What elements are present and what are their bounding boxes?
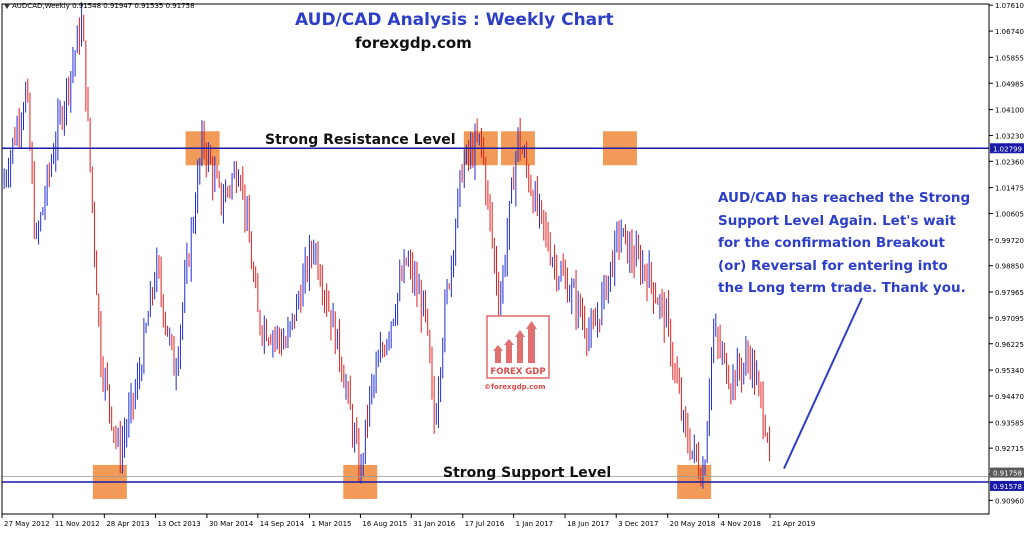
pointer-arrow	[783, 297, 863, 470]
note-line: AUD/CAD has reached the Strong	[718, 190, 971, 206]
y-tick-label: 1.00605	[995, 211, 1024, 219]
x-tick-label: 16 Aug 2015	[362, 520, 407, 528]
resistance-label: Strong Resistance Level	[265, 132, 456, 148]
x-tick-label: 13 Oct 2013	[157, 520, 200, 528]
x-tick-label: 11 Nov 2012	[55, 520, 100, 528]
x-tick-label: 21 Apr 2019	[772, 520, 815, 528]
y-tick-label: 0.94470	[995, 393, 1024, 401]
y-tick-label: 1.03230	[995, 132, 1024, 140]
symbol-info: AUDCAD,Weekly 0.91548 0.91947 0.91535 0.…	[4, 2, 195, 10]
pointer-line	[783, 297, 863, 470]
current-price-tag	[990, 467, 1024, 478]
level-lines	[2, 147, 989, 483]
x-tick-label: 1 Mar 2015	[312, 520, 352, 528]
analysis-note: AUD/CAD has reached the Strong Support L…	[718, 187, 986, 300]
y-tick-label: 1.04985	[995, 80, 1024, 88]
y-tick-label: 0.98850	[995, 263, 1024, 271]
y-tick-label: 0.93585	[995, 419, 1024, 427]
x-tick-label: 17 Jul 2016	[465, 520, 505, 528]
y-tick-label: 1.07610	[995, 2, 1024, 10]
current-price-tag-text: 0.91758	[993, 470, 1022, 478]
candles	[3, 2, 771, 489]
highlight-zones	[92, 131, 712, 499]
logo-name: FOREX GDP	[490, 367, 545, 377]
note-line: for the confirmation Breakout	[718, 235, 945, 251]
x-tick-label: 14 Sep 2014	[260, 520, 305, 528]
chart-subtitle: forexgdp.com	[355, 34, 472, 52]
dropdown-triangle-icon	[4, 3, 10, 9]
y-tick-label: 0.96225	[995, 341, 1024, 349]
support-label: Strong Support Level	[443, 465, 612, 481]
y-tick-label: 1.05855	[995, 54, 1024, 62]
x-tick-label: 4 Nov 2018	[721, 520, 761, 528]
x-tick-label: 3 Dec 2017	[618, 520, 658, 528]
note-line: Support Level Again. Let's wait	[718, 212, 956, 229]
y-tick-label: 0.90960	[995, 497, 1024, 505]
y-tick-label: 1.06740	[995, 28, 1024, 36]
y-tick-label: 1.04100	[995, 107, 1024, 115]
chart-title: AUD/CAD Analysis : Weekly Chart	[295, 10, 614, 30]
note-line: (or) Reversal for entering into	[718, 257, 948, 274]
support-price-tag	[990, 480, 1024, 491]
symbol-info-text: AUDCAD,Weekly 0.91548 0.91947 0.91535 0.…	[12, 2, 195, 10]
x-tick-label: 20 May 2018	[670, 520, 716, 528]
y-tick-label: 0.97095	[995, 315, 1024, 323]
support-price-tag-text: 0.91578	[993, 483, 1022, 491]
logo-caption: ©forexgdp.com	[484, 383, 546, 391]
y-tick-label: 0.95340	[995, 367, 1024, 375]
y-tick-label: 0.92715	[995, 445, 1024, 453]
x-tick-label: 30 Mar 2014	[209, 520, 254, 528]
y-tick-label: 0.97965	[995, 289, 1024, 297]
x-tick-label: 1 Jan 2017	[516, 520, 554, 528]
note-line: the Long term trade. Thank you.	[718, 280, 966, 296]
x-tick-label: 27 May 2012	[4, 520, 50, 528]
resistance-price-tag	[990, 143, 1024, 154]
x-tick-label: 31 Jan 2016	[413, 520, 456, 528]
forexgdp-logo: FOREX GDP	[486, 315, 550, 379]
resistance-price-tag-text: 1.02799	[993, 145, 1022, 153]
y-tick-label: 1.02360	[995, 158, 1024, 166]
y-tick-label: 0.99720	[995, 237, 1024, 245]
plot-frame	[1, 3, 990, 515]
x-tick-label: 28 Apr 2013	[106, 520, 149, 528]
y-tick-label: 1.01475	[995, 185, 1024, 193]
x-tick-label: 18 Jun 2017	[567, 520, 609, 528]
